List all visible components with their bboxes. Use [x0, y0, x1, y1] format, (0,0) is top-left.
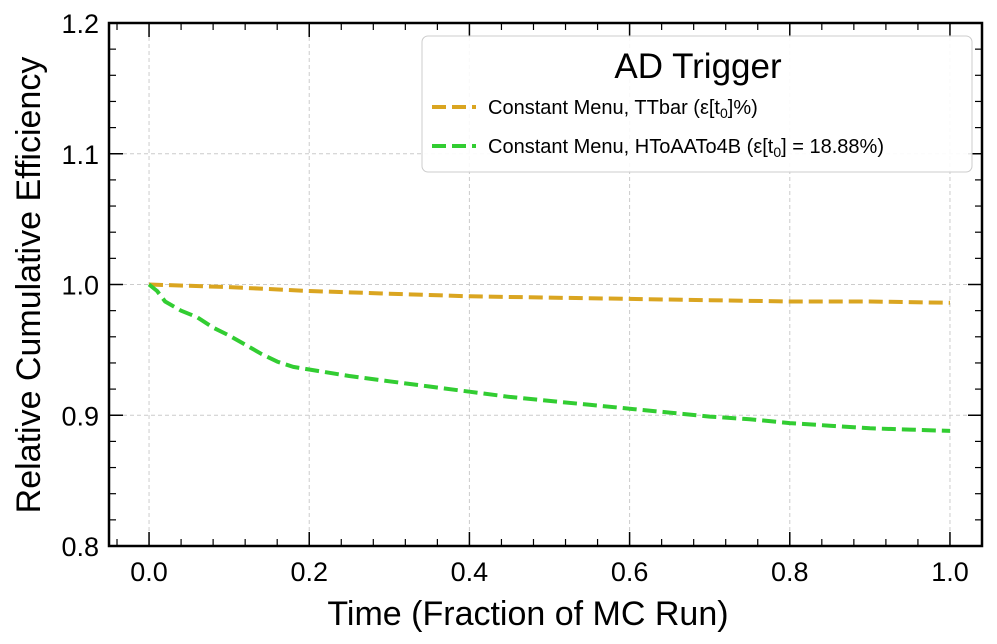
plot-frame: [107, 21, 984, 548]
legend: AD Trigger Constant Menu, TTbar (ε[t0]%)…: [421, 35, 973, 173]
x-axis-label: Time (Fraction of MC Run): [327, 595, 728, 633]
legend-box: [421, 35, 973, 173]
y-tick-label: 0.8: [61, 532, 99, 562]
series-line-1: [148, 282, 951, 305]
x-tick-label: 0.0: [130, 557, 168, 587]
x-tick-label: 0.4: [451, 557, 489, 587]
legend-title: AD Trigger: [614, 47, 782, 86]
legend-label-1: Constant Menu, TTbar (ε[t0]%): [488, 97, 758, 121]
series-lines: [147, 282, 951, 433]
series-line-2: [147, 282, 951, 433]
y-axis-label: Relative Cumulative Efficiency: [10, 57, 48, 514]
y-tick-label: 1.1: [61, 140, 99, 170]
x-tick-label: 0.6: [611, 557, 649, 587]
y-tick-label: 0.9: [61, 401, 99, 431]
x-tick-label: 1.0: [931, 557, 969, 587]
x-tick-label: 0.8: [771, 557, 809, 587]
x-tick-label: 0.2: [290, 557, 328, 587]
y-tick-label: 1.0: [61, 271, 99, 301]
y-tick-label: 1.2: [61, 9, 99, 39]
tick-labels: 0.0 0.2 0.4 0.6 0.8 1.0 0.8 0.9 1.0 1.1 1.2: [61, 9, 968, 587]
legend-label-2: Constant Menu, HToAATo4B (ε[t0] = 18.88%…: [488, 136, 884, 160]
